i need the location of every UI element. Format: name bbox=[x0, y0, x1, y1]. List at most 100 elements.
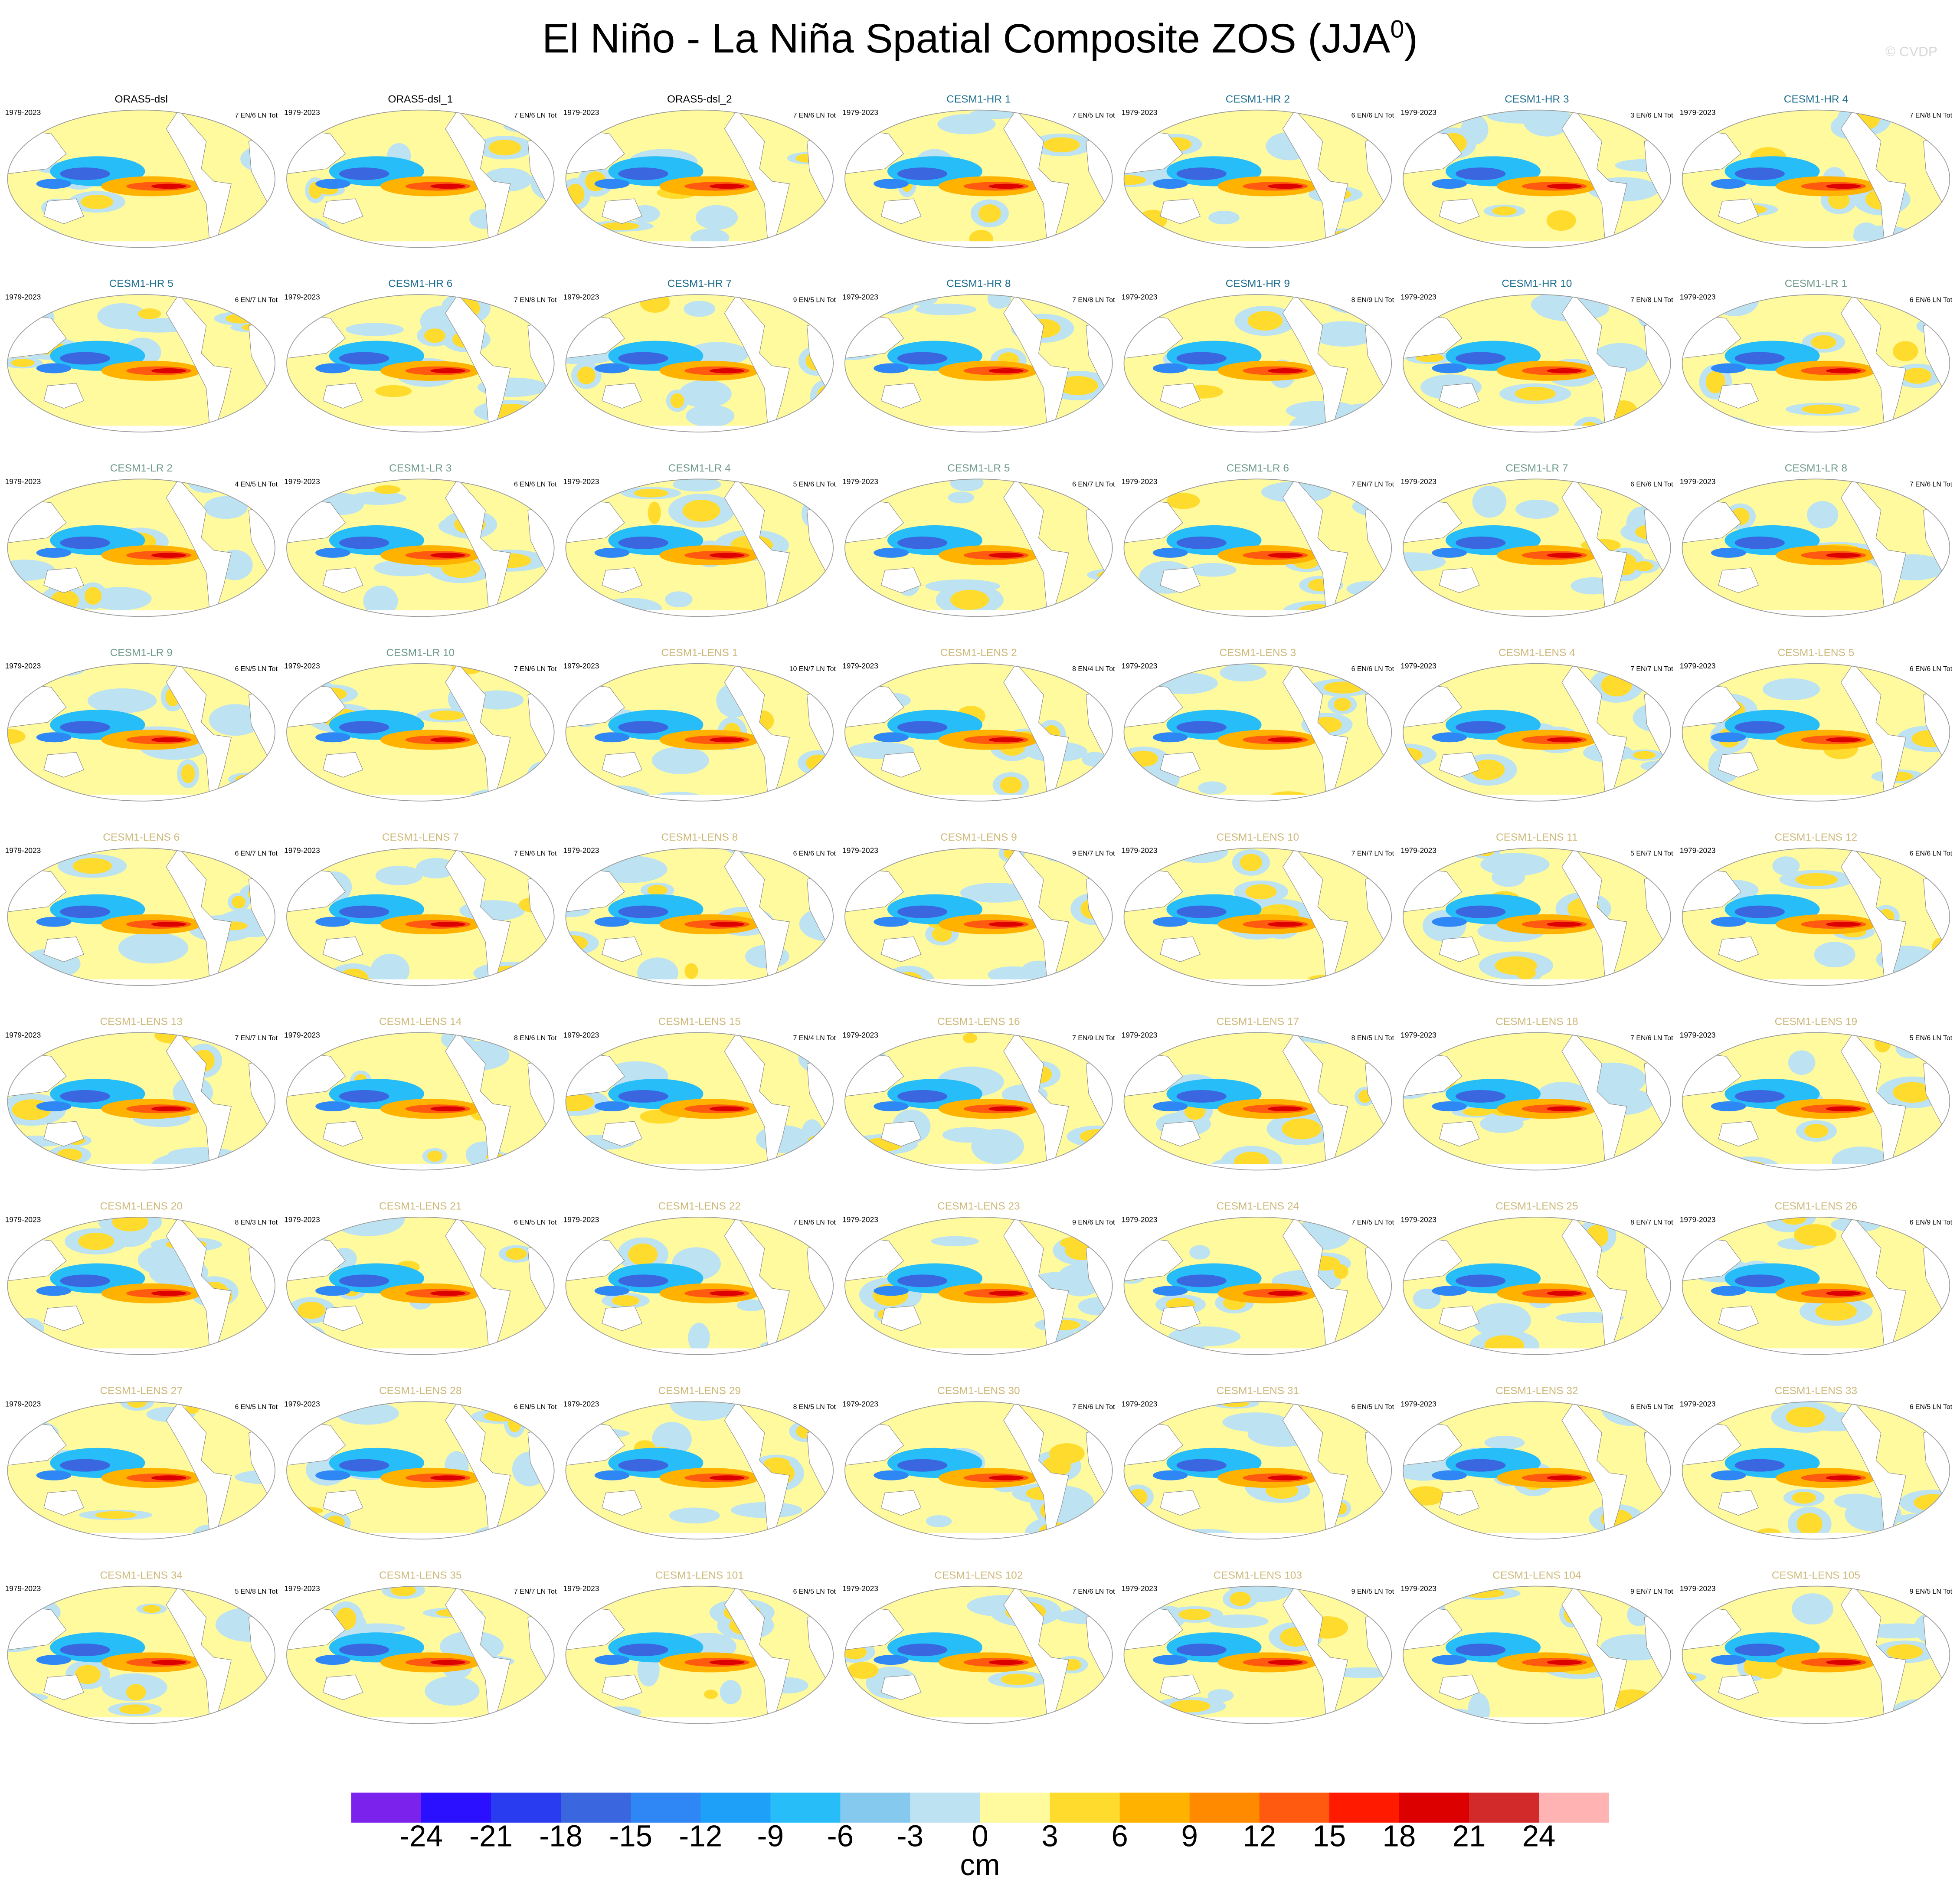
map-anomaly bbox=[874, 917, 909, 927]
panel-title: CESM1-LENS 15 bbox=[658, 1016, 741, 1028]
map-patch bbox=[374, 485, 401, 494]
map bbox=[286, 1402, 554, 1539]
map-outline bbox=[7, 848, 275, 986]
map-patch bbox=[81, 194, 114, 209]
panel-counts: 6 EN/5 LN Tot bbox=[514, 1403, 557, 1411]
map-patch bbox=[1198, 781, 1227, 795]
continent bbox=[1439, 1305, 1480, 1331]
map-patch bbox=[1492, 206, 1517, 216]
map-anomaly bbox=[1432, 1470, 1467, 1480]
map bbox=[7, 294, 275, 432]
map-anomaly bbox=[430, 1660, 466, 1665]
map-anomaly bbox=[151, 1475, 187, 1480]
map-patch bbox=[1642, 1510, 1668, 1539]
map-patch bbox=[601, 791, 638, 801]
panel: CESM1-LENS 28 1979-2023 6 EN/5 LN Tot bbox=[284, 1385, 557, 1540]
panel: CESM1-LENS 9 1979-2023 9 EN/7 LN Tot bbox=[842, 832, 1115, 986]
panel-counts: 7 EN/6 LN Tot bbox=[793, 1219, 836, 1226]
map-anomaly bbox=[1267, 922, 1303, 927]
colorbar-label: -21 bbox=[469, 1819, 513, 1853]
map-patch bbox=[688, 1323, 710, 1353]
panel: CESM1-LENS 4 1979-2023 7 EN/7 LN Tot bbox=[1400, 647, 1673, 802]
map-anomaly bbox=[709, 1290, 745, 1296]
map-anomaly bbox=[594, 917, 630, 927]
map-patch bbox=[1050, 235, 1113, 248]
continent bbox=[322, 1490, 363, 1516]
panel-period: 1979-2023 bbox=[284, 477, 320, 486]
panel-period: 1979-2023 bbox=[563, 1031, 599, 1039]
map-patch bbox=[1333, 697, 1351, 711]
map-patch bbox=[1472, 1303, 1531, 1338]
continent bbox=[602, 383, 642, 409]
map-patch bbox=[1931, 938, 1948, 959]
panel-title: CESM1-LR 9 bbox=[110, 647, 173, 658]
map-patch bbox=[1796, 1513, 1823, 1535]
map-patch bbox=[1891, 1526, 1941, 1536]
map-anomaly bbox=[1456, 352, 1506, 365]
map bbox=[7, 1217, 275, 1355]
map-outline bbox=[565, 1216, 834, 1355]
panel-counts: 8 EN/9 LN Tot bbox=[1351, 296, 1394, 304]
map-patch bbox=[1042, 425, 1060, 432]
map bbox=[1403, 848, 1671, 986]
map-outline bbox=[844, 1401, 1113, 1540]
continent bbox=[43, 1490, 84, 1516]
map-anomaly bbox=[594, 363, 630, 373]
panel-period: 1979-2023 bbox=[1400, 293, 1436, 301]
map-anomaly bbox=[988, 183, 1024, 189]
panel-title: CESM1-LENS 10 bbox=[1217, 832, 1299, 843]
panel-period: 1979-2023 bbox=[1400, 846, 1436, 855]
map-patch bbox=[1230, 1591, 1251, 1606]
panel-title: CESM1-LENS 104 bbox=[1492, 1569, 1581, 1581]
map-anomaly bbox=[151, 1106, 187, 1112]
continent bbox=[602, 198, 642, 224]
map-patch bbox=[1049, 606, 1084, 617]
map bbox=[1403, 110, 1671, 248]
map-anomaly bbox=[1826, 1106, 1861, 1112]
panel: CESM1-LENS 10 1979-2023 7 EN/7 LN Tot bbox=[1122, 832, 1394, 986]
map bbox=[1682, 1586, 1950, 1724]
map-outline bbox=[7, 1216, 275, 1355]
map-anomaly bbox=[60, 352, 110, 365]
map-patch bbox=[1470, 848, 1501, 859]
map-anomaly bbox=[60, 1644, 110, 1656]
map-anomaly bbox=[709, 553, 745, 558]
map-outline bbox=[1403, 1401, 1671, 1540]
panel: CESM1-LENS 102 1979-2023 7 EN/6 LN Tot bbox=[842, 1569, 1115, 1724]
panel-counts: 9 EN/7 LN Tot bbox=[1630, 1588, 1673, 1595]
map-outline bbox=[286, 848, 555, 986]
map-patch bbox=[429, 710, 464, 720]
map-patch bbox=[1637, 300, 1662, 329]
map-anomaly bbox=[618, 1090, 668, 1103]
map-patch bbox=[534, 1054, 554, 1065]
panel: CESM1-LENS 103 1979-2023 9 EN/5 LN Tot bbox=[1122, 1569, 1394, 1724]
continent bbox=[43, 752, 84, 778]
map-patch bbox=[1720, 1156, 1782, 1170]
map-anomaly bbox=[430, 183, 466, 189]
colorbar-box bbox=[910, 1792, 981, 1823]
panel-period: 1979-2023 bbox=[842, 477, 878, 486]
colorbar-label: 24 bbox=[1522, 1819, 1556, 1853]
map-patch bbox=[1814, 942, 1855, 968]
map-anomaly bbox=[36, 1655, 72, 1665]
map-outline bbox=[565, 478, 834, 617]
map-patch bbox=[684, 301, 716, 317]
continent bbox=[602, 567, 642, 593]
map bbox=[1124, 479, 1392, 617]
map-outline bbox=[1403, 478, 1671, 617]
panel-title: CESM1-LENS 7 bbox=[382, 832, 459, 843]
panel-counts: 7 EN/7 LN Tot bbox=[1630, 665, 1673, 673]
colorbar-box bbox=[1259, 1792, 1330, 1823]
map-patch bbox=[7, 729, 26, 744]
map-anomaly bbox=[1152, 732, 1188, 743]
map-patch bbox=[809, 1039, 834, 1058]
colorbar-label: -18 bbox=[539, 1819, 582, 1853]
continent bbox=[322, 937, 363, 962]
panel-counts: 7 EN/7 LN Tot bbox=[514, 1588, 557, 1595]
panel-counts: 6 EN/6 LN Tot bbox=[514, 481, 557, 488]
map-anomaly bbox=[897, 352, 948, 365]
map-patch bbox=[1795, 873, 1838, 886]
map-anomaly bbox=[1176, 536, 1227, 549]
panel: CESM1-LENS 33 1979-2023 6 EN/5 LN Tot bbox=[1680, 1385, 1953, 1540]
map-anomaly bbox=[1734, 1644, 1785, 1656]
